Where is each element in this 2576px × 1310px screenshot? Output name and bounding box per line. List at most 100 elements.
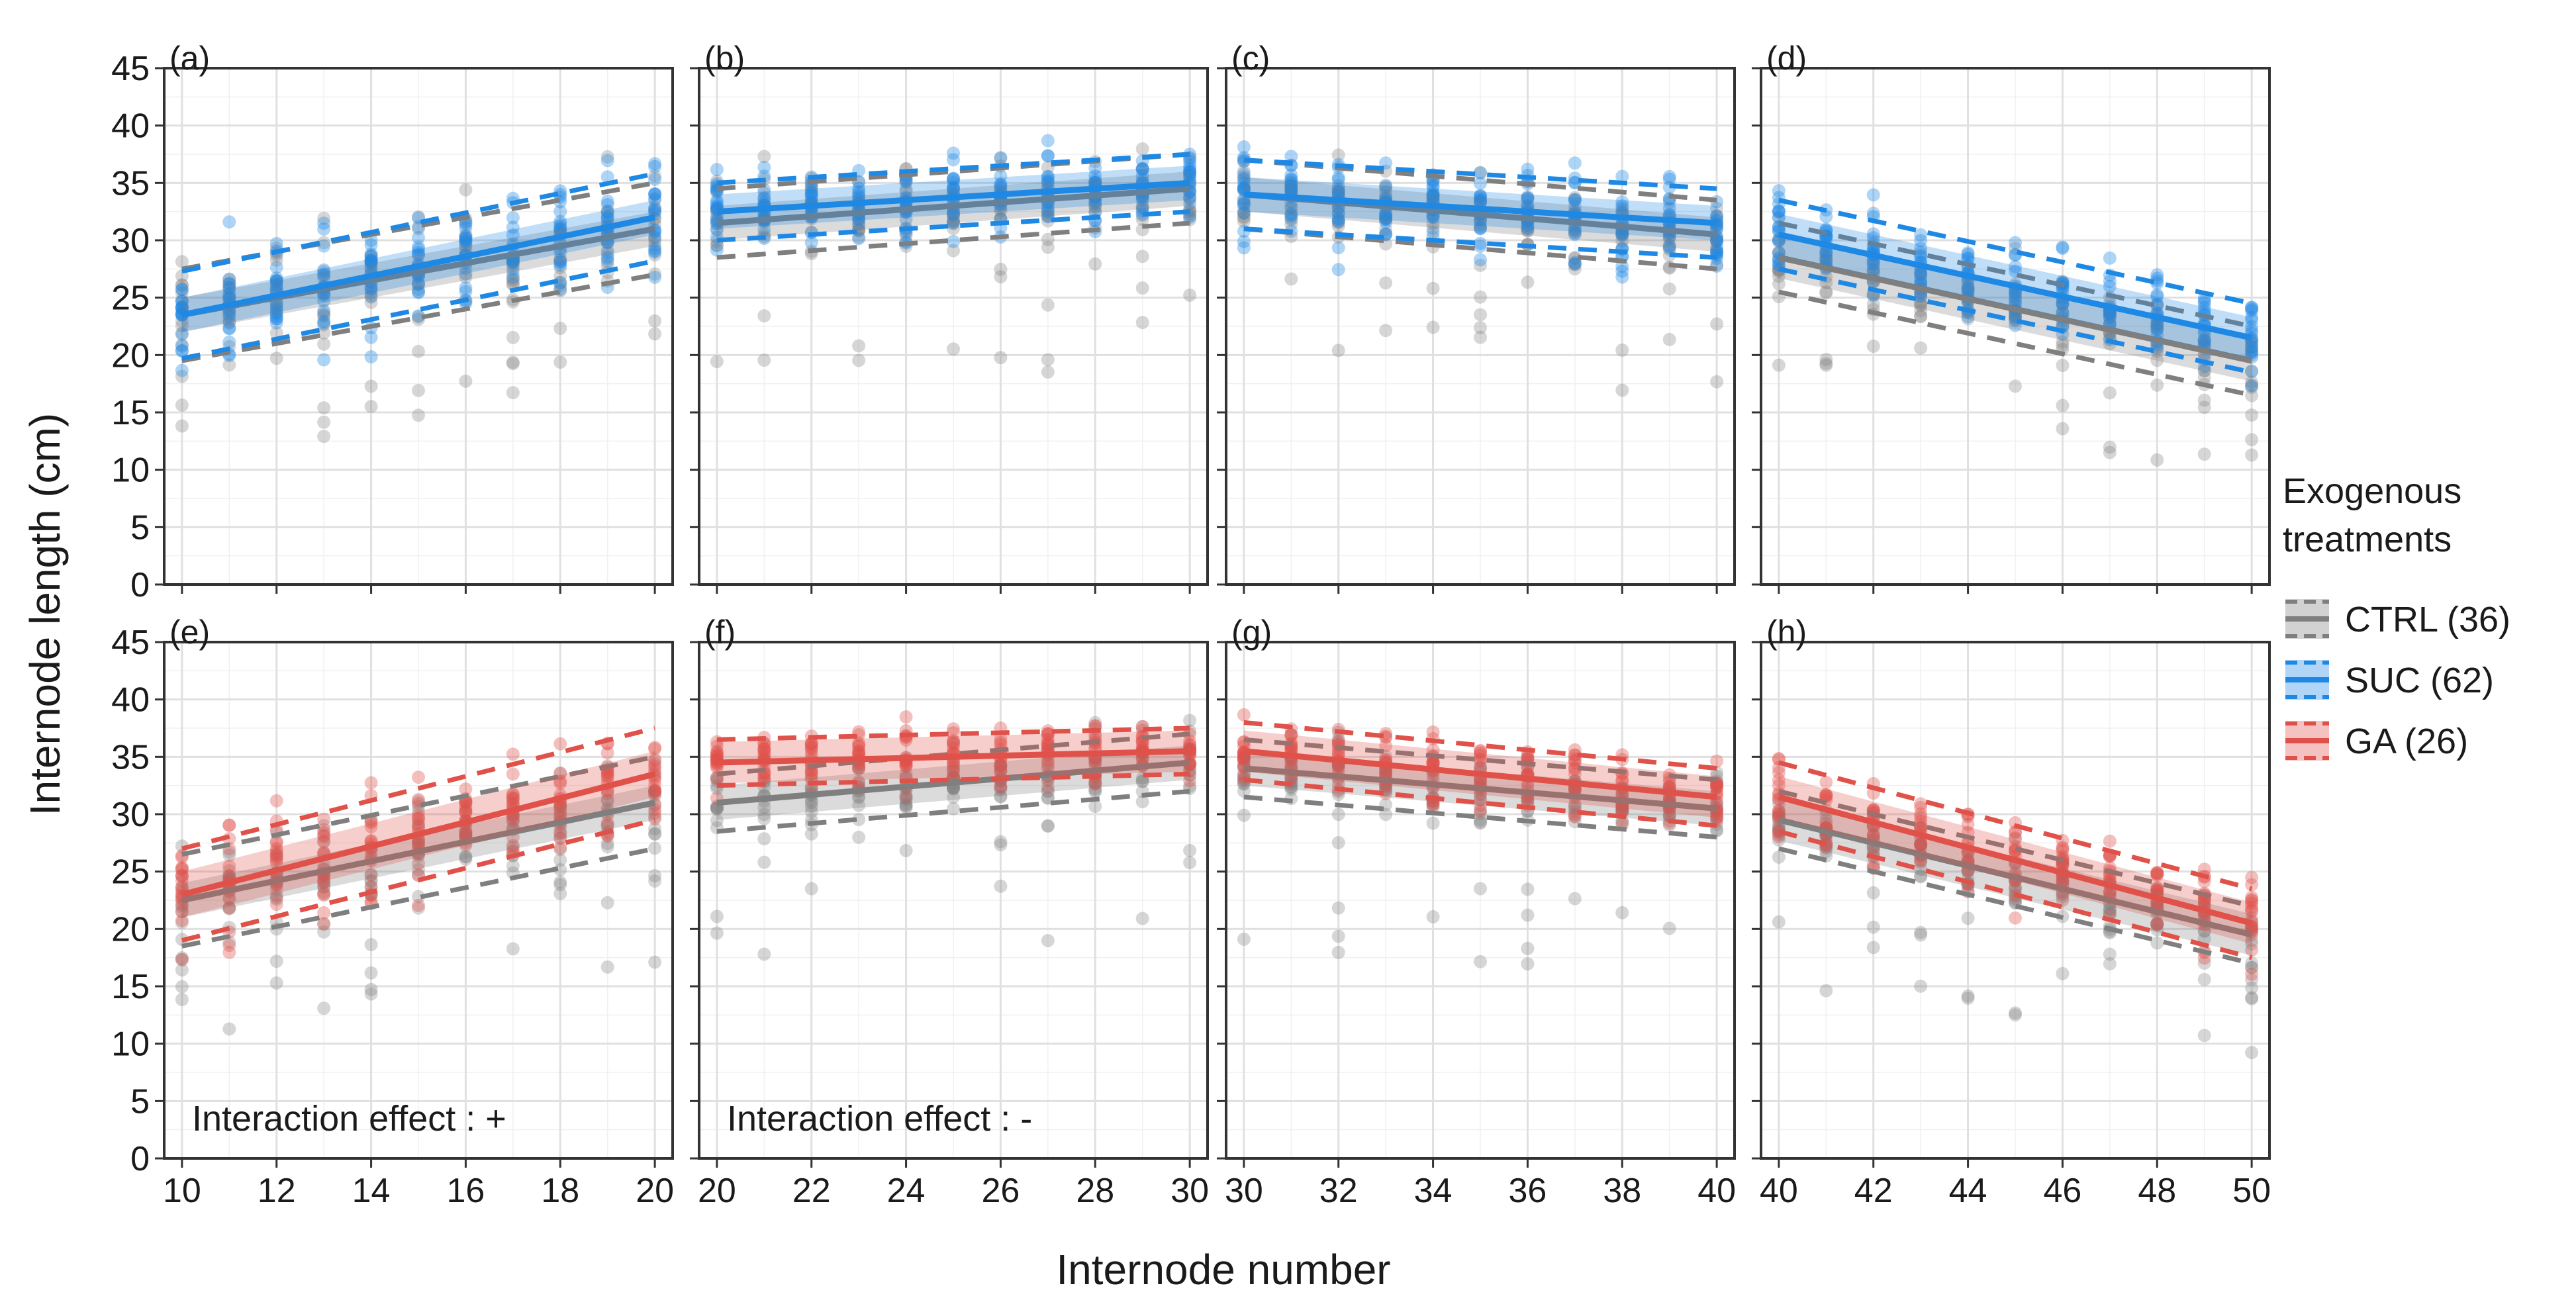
data-point-ctrl: [1474, 308, 1487, 322]
panel-tag: (a): [169, 40, 210, 77]
data-point-ctrl: [757, 309, 771, 323]
x-tick-label: 18: [541, 1172, 579, 1210]
data-point-ctrl: [1662, 332, 1676, 346]
x-tick-label: 16: [447, 1172, 485, 1210]
data-point-ctrl: [757, 812, 771, 825]
data-point-ctrl: [364, 379, 378, 393]
data-point-suc: [1615, 264, 1629, 278]
data-point-ctrl: [852, 339, 866, 353]
data-point-ctrl: [175, 868, 189, 882]
data-point-ga: [994, 764, 1008, 778]
data-point-suc: [364, 282, 378, 296]
data-point-ctrl: [459, 270, 473, 284]
data-point-ctrl: [1135, 200, 1149, 214]
data-point-ctrl: [175, 398, 189, 412]
data-point-ga: [947, 737, 960, 751]
data-point-ctrl: [852, 761, 866, 775]
data-point-suc: [364, 249, 378, 263]
data-point-ctrl: [947, 175, 960, 189]
data-point-ctrl: [899, 792, 913, 806]
data-point-ctrl: [1662, 195, 1676, 209]
data-point-suc: [1041, 169, 1055, 183]
data-point-ctrl: [757, 808, 771, 821]
data-point-ctrl: [1284, 201, 1298, 214]
data-point-ga: [1183, 734, 1197, 748]
data-point-ctrl: [1041, 214, 1055, 228]
data-point-ga: [1568, 798, 1582, 812]
data-point-ga: [648, 784, 662, 798]
data-point-ctrl: [2197, 332, 2211, 346]
data-point-suc: [2245, 343, 2259, 357]
data-point-suc: [317, 222, 331, 236]
data-point-ga: [1183, 737, 1197, 751]
data-point-ctrl: [1237, 808, 1251, 822]
data-point-ga: [2150, 866, 2164, 880]
data-point-ctrl: [1568, 800, 1582, 814]
data-point-ctrl: [1041, 784, 1055, 798]
data-point-ctrl: [506, 790, 520, 804]
data-point-ctrl: [222, 277, 236, 291]
data-point-ga: [412, 857, 425, 870]
data-point-ga: [994, 780, 1008, 794]
data-point-ctrl: [1135, 795, 1149, 809]
data-point-ctrl: [364, 400, 378, 414]
legend: Exogenous treatments CTRL (36) SUC (62) GA…: [2283, 471, 2510, 761]
data-point-ctrl: [364, 261, 378, 275]
data-point-ctrl: [710, 814, 724, 827]
data-point-ga: [269, 849, 283, 863]
data-point-ctrl: [2197, 957, 2211, 970]
data-point-ctrl: [947, 183, 960, 197]
data-point-ga: [710, 739, 724, 753]
data-point-ga: [1474, 793, 1487, 807]
data-point-ctrl: [947, 342, 960, 356]
data-point-ctrl: [1135, 163, 1149, 177]
data-point-ga: [317, 825, 331, 839]
data-point-ga: [2245, 894, 2259, 908]
data-point-ctrl: [459, 853, 473, 866]
data-point-ctrl: [1426, 320, 1440, 334]
data-point-ctrl: [899, 767, 913, 781]
data-point-ctrl: [994, 759, 1008, 772]
data-point-ga: [947, 759, 960, 772]
data-point-ga: [994, 758, 1008, 772]
plot-area: [699, 642, 1208, 1158]
data-point-suc: [852, 181, 866, 195]
data-point-ctrl: [1237, 201, 1251, 215]
data-point-suc: [1284, 207, 1298, 220]
data-point-ctrl: [317, 306, 331, 320]
data-point-suc: [364, 247, 378, 261]
panel-d: (d): [1752, 40, 2271, 594]
legend-entry-ga: GA (26): [2285, 721, 2468, 761]
data-point-ctrl: [317, 880, 331, 894]
data-point-ctrl: [506, 859, 520, 872]
data-point-ctrl: [600, 837, 614, 851]
data-point-ctrl: [175, 369, 189, 383]
data-point-ga: [269, 853, 283, 866]
data-point-ctrl: [317, 337, 331, 351]
data-point-suc: [2197, 296, 2211, 310]
fit-line-ctrl: [181, 800, 656, 904]
fit-line-ctrl: [1778, 254, 2253, 364]
data-point-ctrl: [1568, 257, 1582, 271]
data-point-suc: [1426, 189, 1440, 203]
data-point-suc: [1284, 182, 1298, 196]
data-point-ctrl: [1088, 200, 1102, 214]
data-point-suc: [600, 198, 614, 212]
data-point-suc: [1379, 209, 1393, 222]
data-point-ga: [459, 825, 473, 839]
data-point-ctrl: [269, 976, 283, 990]
data-point-ga: [1088, 777, 1102, 791]
data-point-ctrl: [1866, 262, 1880, 276]
data-point-ctrl: [1135, 250, 1149, 263]
data-point-suc: [1426, 185, 1440, 199]
data-point-ctrl: [994, 765, 1008, 778]
data-point-ctrl: [757, 353, 771, 367]
data-point-suc: [412, 286, 425, 300]
data-point-ctrl: [317, 265, 331, 279]
data-point-ctrl: [269, 279, 283, 293]
data-point-ga: [459, 796, 473, 810]
y-tick-label: 15: [111, 394, 150, 432]
panels-layer: 0 5 10 15 20 25 30 35 40 45 (a) (b) (c) (d) 0 5 10 15 20 25…: [111, 40, 2271, 1210]
data-point-ga: [317, 888, 331, 902]
